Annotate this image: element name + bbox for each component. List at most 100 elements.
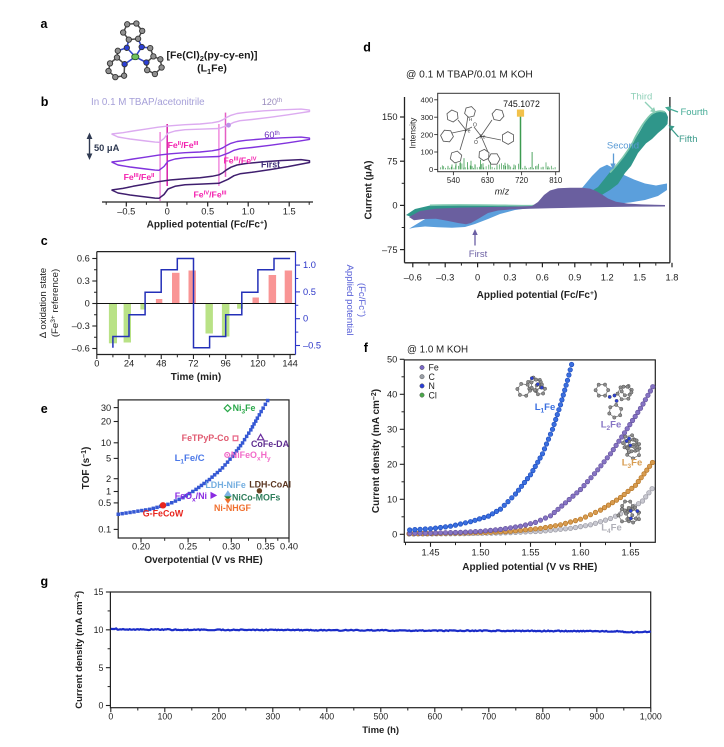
svg-text:FeIII/FeII: FeIII/FeII [124, 172, 155, 182]
svg-text:g: g [41, 575, 49, 589]
svg-text:1.55: 1.55 [521, 548, 539, 558]
svg-text:30: 30 [387, 425, 397, 435]
svg-text:5: 5 [106, 454, 111, 464]
svg-text:1: 1 [106, 487, 111, 497]
svg-text:L4Fe: L4Fe [601, 523, 622, 536]
svg-text:First: First [261, 160, 280, 170]
svg-text:0: 0 [429, 165, 433, 174]
svg-text:Third: Third [631, 91, 653, 102]
svg-text:d: d [363, 41, 371, 55]
svg-text:60th: 60th [264, 130, 280, 140]
svg-text:LDH-CoAl: LDH-CoAl [249, 480, 291, 490]
svg-text:Applied potential: Applied potential [344, 265, 355, 336]
svg-text:0: 0 [94, 359, 99, 369]
svg-text:Overpotential (V vs RHE): Overpotential (V vs RHE) [144, 555, 262, 566]
svg-text:1.60: 1.60 [571, 548, 589, 558]
svg-text:0.1: 0.1 [98, 525, 111, 535]
svg-text:–0.3: –0.3 [436, 273, 454, 283]
svg-text:30: 30 [101, 403, 111, 413]
svg-text:Fe: Fe [479, 135, 485, 141]
svg-text:L3Fe: L3Fe [622, 458, 643, 471]
svg-text:1.5: 1.5 [283, 207, 296, 217]
svg-text:120: 120 [250, 359, 266, 369]
svg-text:NiFeOxHy: NiFeOxHy [231, 450, 271, 463]
svg-text:e: e [41, 402, 48, 416]
svg-text:@ 1.0 M KOH: @ 1.0 M KOH [407, 345, 468, 356]
svg-text:Δ oxidation state: Δ oxidation state [38, 268, 49, 338]
svg-text:0: 0 [392, 201, 397, 211]
svg-text:200: 200 [421, 130, 434, 139]
svg-text:144: 144 [282, 359, 298, 369]
svg-text:Ni3Fe: Ni3Fe [233, 403, 256, 416]
svg-text:5: 5 [98, 663, 103, 673]
svg-text:Fe: Fe [464, 129, 470, 135]
svg-text:10: 10 [387, 495, 397, 505]
svg-text:Current density (mA cm–2): Current density (mA cm–2) [371, 389, 382, 513]
svg-text:0: 0 [392, 530, 397, 540]
svg-text:FeIII/FeIV: FeIII/FeIV [223, 156, 256, 166]
svg-text:NiCo-MOFs: NiCo-MOFs [232, 493, 280, 503]
svg-text:[Fe(Cl)2(py-cy-en)]: [Fe(Cl)2(py-cy-en)] [166, 50, 257, 64]
svg-text:H: H [469, 117, 472, 122]
svg-text:Applied potential (V vs RHE): Applied potential (V vs RHE) [462, 562, 597, 573]
svg-text:Fifth: Fifth [679, 134, 697, 145]
svg-text:1.0: 1.0 [303, 260, 316, 270]
svg-text:a: a [41, 17, 49, 31]
svg-text:10: 10 [101, 438, 111, 448]
svg-text:700: 700 [481, 712, 496, 722]
svg-text:40: 40 [387, 390, 397, 400]
svg-text:(Fc/Fc+): (Fc/Fc+) [356, 283, 367, 317]
svg-text:O: O [474, 140, 478, 146]
svg-text:(L1Fe): (L1Fe) [197, 63, 227, 77]
svg-text:0.6: 0.6 [77, 254, 90, 264]
svg-text:Ni-NHGF: Ni-NHGF [214, 503, 252, 513]
svg-text:75: 75 [387, 156, 397, 166]
svg-text:–0.3: –0.3 [72, 321, 90, 331]
svg-text:0: 0 [165, 207, 170, 217]
svg-text:m/z: m/z [495, 187, 510, 197]
svg-text:(Fe3+ reference): (Fe3+ reference) [50, 269, 61, 337]
svg-text:0.5: 0.5 [201, 207, 214, 217]
svg-text:0.5: 0.5 [98, 498, 111, 508]
svg-text:10: 10 [94, 625, 104, 635]
svg-text:FeII/FeIII: FeII/FeIII [168, 140, 199, 150]
svg-text:0: 0 [85, 299, 90, 309]
svg-text:72: 72 [188, 359, 198, 369]
svg-text:720: 720 [515, 176, 529, 185]
svg-text:Second: Second [607, 141, 639, 152]
svg-text:1,000: 1,000 [640, 712, 662, 722]
svg-text:120th: 120th [262, 97, 283, 107]
svg-text:0.25: 0.25 [179, 542, 197, 552]
svg-text:2: 2 [106, 474, 111, 484]
svg-text:In 0.1 M TBAP/acetonitrile: In 0.1 M TBAP/acetonitrile [91, 97, 205, 108]
svg-text:20: 20 [101, 417, 111, 427]
svg-text:540: 540 [447, 176, 461, 185]
svg-text:300: 300 [265, 712, 280, 722]
svg-text:0.20: 0.20 [132, 542, 150, 552]
svg-text:–0.5: –0.5 [303, 341, 321, 351]
svg-text:20: 20 [387, 460, 397, 470]
svg-text:FeOx/Ni: FeOx/Ni [175, 491, 207, 504]
svg-text:600: 600 [427, 712, 442, 722]
svg-text:96: 96 [220, 359, 230, 369]
svg-text:Fourth: Fourth [681, 107, 708, 118]
svg-text:f: f [364, 341, 369, 355]
svg-text:800: 800 [535, 712, 550, 722]
svg-text:1.0: 1.0 [242, 207, 255, 217]
svg-text:24: 24 [124, 359, 134, 369]
svg-text:Applied potential (Fc/Fc+): Applied potential (Fc/Fc+) [477, 290, 598, 301]
svg-text:0.3: 0.3 [77, 276, 90, 286]
svg-text:0.35: 0.35 [257, 542, 275, 552]
svg-text:100: 100 [421, 148, 434, 157]
svg-text:L1Fe: L1Fe [535, 402, 556, 415]
svg-text:Current density (mA cm–2): Current density (mA cm–2) [74, 591, 85, 709]
svg-text:G-FeCoW: G-FeCoW [143, 509, 184, 519]
svg-text:First: First [469, 249, 488, 260]
svg-text:200: 200 [211, 712, 226, 722]
svg-text:150: 150 [382, 112, 398, 122]
svg-text:300: 300 [421, 113, 434, 122]
svg-text:400: 400 [319, 712, 334, 722]
svg-text:745.1072: 745.1072 [503, 99, 540, 109]
svg-text:1.8: 1.8 [666, 273, 679, 283]
svg-text:630: 630 [481, 176, 495, 185]
